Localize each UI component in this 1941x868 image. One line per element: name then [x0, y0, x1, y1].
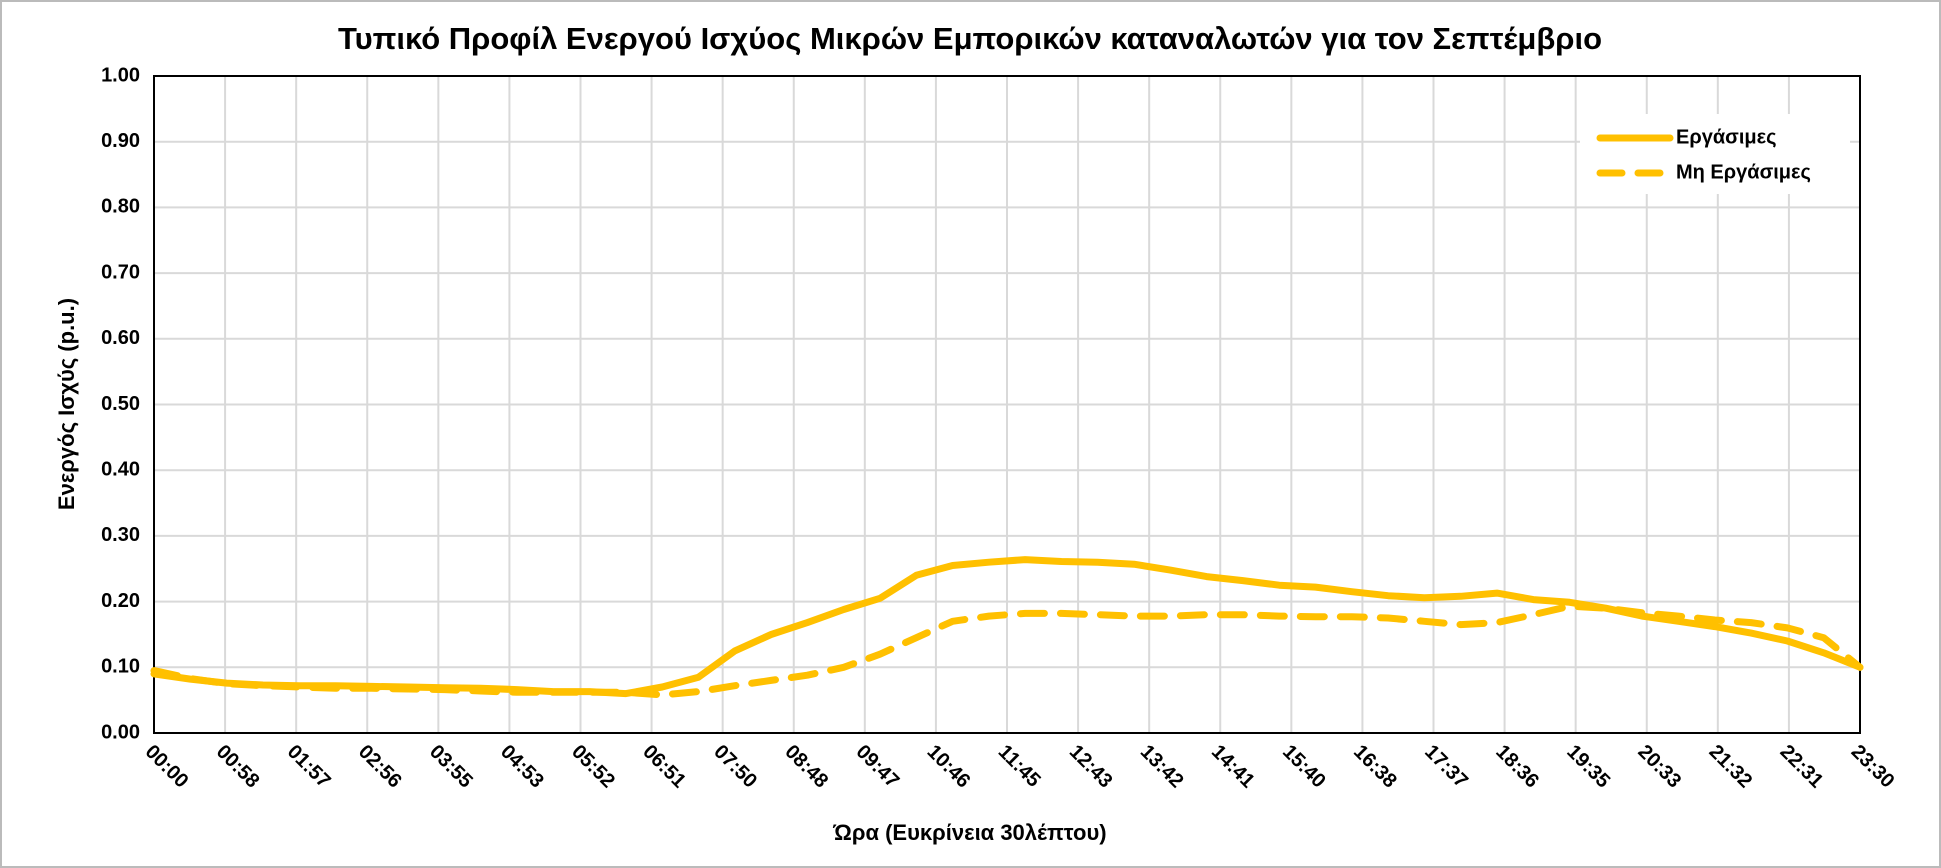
y-tick-label: 0.80 [101, 196, 140, 218]
series-line [150, 602, 1864, 699]
x-axis-label: Ώρα (Ευκρίνεια 30λέπτου) [832, 820, 1106, 845]
y-tick-label: 0.10 [101, 656, 140, 678]
legend-label: Μη Εργάσιμες [1676, 161, 1811, 183]
y-tick-label: 1.00 [101, 64, 140, 86]
y-tick-label: 0.60 [101, 327, 140, 349]
y-tick-label: 0.50 [101, 393, 140, 415]
y-tick-label: 0.30 [101, 524, 140, 546]
plot-border [153, 75, 1861, 734]
chart-title: Τυπικό Προφίλ Ενεργού Ισχύος Μικρών Εμπο… [338, 21, 1602, 56]
y-tick-label: 0.90 [101, 130, 140, 152]
y-tick-label: 0.20 [101, 590, 140, 612]
y-tick-label: 0.00 [101, 721, 140, 743]
y-axis-label: Ενεργός Ισχύς (p.u.) [54, 298, 79, 510]
legend-label: Εργάσιμες [1676, 126, 1777, 148]
y-tick-label: 0.40 [101, 458, 140, 480]
y-tick-label: 0.70 [101, 261, 140, 283]
legend-box [1580, 114, 1850, 194]
